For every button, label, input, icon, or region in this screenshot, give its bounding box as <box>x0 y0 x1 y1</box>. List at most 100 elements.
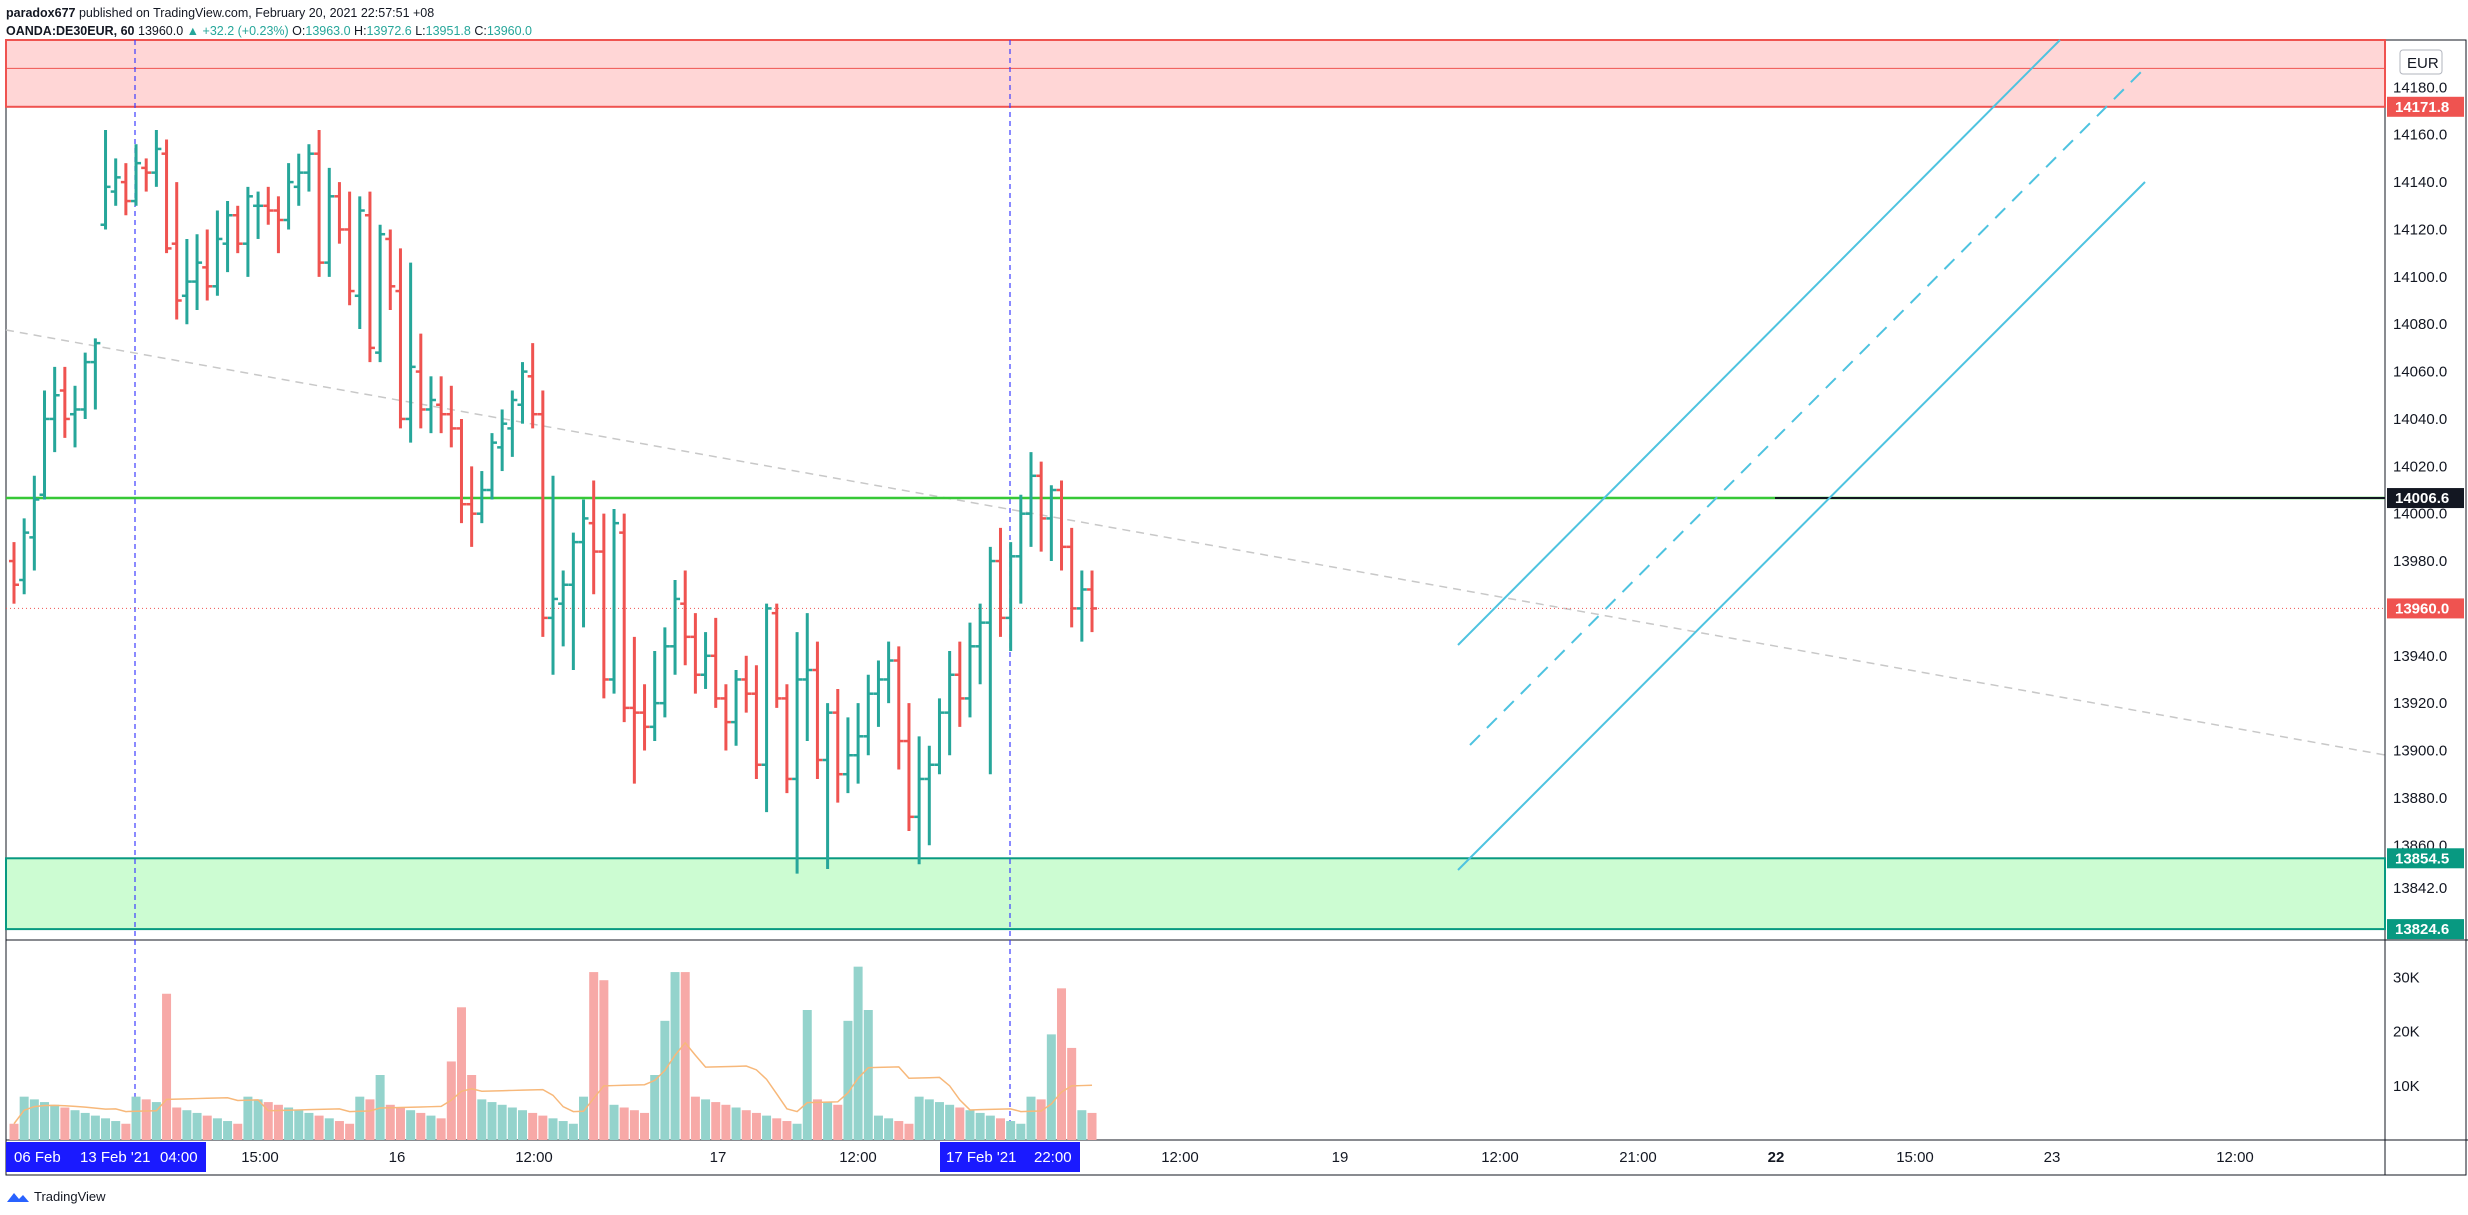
trendline-downward[interactable] <box>5 329 2386 756</box>
ohlc-bar[interactable] <box>476 471 487 524</box>
ohlc-bar[interactable] <box>181 238 192 325</box>
support-zone[interactable] <box>5 857 2386 931</box>
ohlc-bar[interactable] <box>598 513 609 699</box>
ohlc-bar[interactable] <box>456 418 467 524</box>
ohlc-bar[interactable] <box>690 613 701 694</box>
ohlc-bar[interactable] <box>415 333 426 429</box>
ohlc-bar[interactable] <box>792 632 803 874</box>
ohlc-bar[interactable] <box>914 736 925 865</box>
ohlc-bar[interactable] <box>741 655 752 713</box>
ohlc-bar[interactable] <box>964 622 975 718</box>
ohlc-bar[interactable] <box>903 703 914 832</box>
ohlc-bar[interactable] <box>1005 542 1016 652</box>
ohlc-bar[interactable] <box>232 205 243 254</box>
ohlc-bar[interactable] <box>629 636 640 784</box>
price-level-tag[interactable]: 13854.5 <box>2387 848 2464 869</box>
ohlc-bar[interactable] <box>507 390 518 457</box>
ohlc-bar[interactable] <box>873 660 884 727</box>
ohlc-bar[interactable] <box>354 196 365 329</box>
ohlc-bar[interactable] <box>883 641 894 704</box>
ohlc-bar[interactable] <box>222 201 233 273</box>
ohlc-bar[interactable] <box>314 130 325 277</box>
ohlc-bar[interactable] <box>242 186 253 277</box>
ohlc-bar[interactable] <box>1076 570 1087 642</box>
ohlc-bar[interactable] <box>558 570 569 647</box>
ohlc-bar[interactable] <box>446 385 457 448</box>
resistance-zone[interactable] <box>5 39 2386 108</box>
ohlc-bar[interactable] <box>161 139 172 254</box>
ohlc-bar[interactable] <box>39 390 50 500</box>
ohlc-bar[interactable] <box>324 167 335 277</box>
ohlc-bar[interactable] <box>364 191 375 363</box>
ohlc-bar[interactable] <box>700 632 711 689</box>
ohlc-bar[interactable] <box>1046 485 1057 562</box>
ohlc-bar[interactable] <box>954 641 965 727</box>
ohlc-bar[interactable] <box>842 717 853 794</box>
ohlc-bar[interactable] <box>853 703 864 784</box>
ohlc-bar[interactable] <box>731 670 742 746</box>
channel-median-line[interactable] <box>1469 67 2146 746</box>
ohlc-bar[interactable] <box>822 703 833 869</box>
price-level-tag[interactable]: 13824.6 <box>2387 919 2464 940</box>
ohlc-bar[interactable] <box>375 224 386 363</box>
ohlc-bar[interactable] <box>1066 527 1077 628</box>
ohlc-bar[interactable] <box>192 234 203 310</box>
ohlc-bar[interactable] <box>497 409 508 472</box>
ohlc-bar[interactable] <box>1026 452 1036 547</box>
ohlc-bar[interactable] <box>283 163 294 230</box>
ohlc-bar[interactable] <box>619 513 630 723</box>
ohlc-bar[interactable] <box>405 262 416 443</box>
ohlc-bar[interactable] <box>832 688 843 803</box>
ohlc-bar[interactable] <box>19 518 30 595</box>
ohlc-bar[interactable] <box>975 603 986 685</box>
ohlc-bar[interactable] <box>334 182 345 244</box>
ohlc-bar[interactable] <box>537 390 548 637</box>
ohlc-bar[interactable] <box>659 627 670 718</box>
channel-lower-line[interactable] <box>1457 181 2146 871</box>
ohlc-bar[interactable] <box>527 343 538 429</box>
ohlc-bar[interactable] <box>100 130 111 230</box>
ohlc-bar[interactable] <box>609 508 620 694</box>
ohlc-bar[interactable] <box>385 229 396 310</box>
ohlc-bar[interactable] <box>568 532 579 670</box>
ohlc-bar[interactable] <box>680 570 691 666</box>
ohlc-bar[interactable] <box>670 580 681 675</box>
currency-badge[interactable]: EUR <box>2399 49 2443 75</box>
ohlc-bar[interactable] <box>924 745 935 846</box>
ohlc-bar[interactable] <box>1015 494 1026 604</box>
ohlc-bar[interactable] <box>90 338 101 410</box>
ohlc-bar[interactable] <box>893 646 904 770</box>
ohlc-bar[interactable] <box>70 385 81 448</box>
ohlc-bar[interactable] <box>781 684 792 794</box>
ohlc-bar[interactable] <box>395 248 406 429</box>
ohlc-bar[interactable] <box>436 376 447 434</box>
ohlc-bar[interactable] <box>1087 570 1098 633</box>
publisher[interactable]: paradox677 <box>6 6 76 20</box>
ohlc-bar[interactable] <box>812 641 823 779</box>
ohlc-bar[interactable] <box>985 546 996 775</box>
ohlc-bar[interactable] <box>578 499 589 628</box>
ohlc-bar[interactable] <box>212 210 223 296</box>
ohlc-bar[interactable] <box>802 613 813 742</box>
ohlc-bar[interactable] <box>548 475 559 675</box>
ohlc-bar[interactable] <box>995 527 1006 637</box>
ohlc-bar[interactable] <box>761 603 772 813</box>
ohlc-bar[interactable] <box>710 617 721 708</box>
ohlc-bar[interactable] <box>171 182 182 320</box>
ohlc-bar[interactable] <box>588 480 599 595</box>
ohlc-bar[interactable] <box>303 144 314 192</box>
price-level-tag[interactable]: 13960.0 <box>2387 598 2464 619</box>
price-level-tag[interactable]: 14006.6 <box>2387 488 2464 509</box>
ohlc-bar[interactable] <box>863 674 874 756</box>
ohlc-bar[interactable] <box>344 191 355 306</box>
ohlc-bar[interactable] <box>1036 461 1047 552</box>
ohlc-bar[interactable] <box>934 698 945 775</box>
ohlc-bar[interactable] <box>649 651 660 742</box>
symbol-label[interactable]: OANDA:DE30EUR, 60 <box>6 24 135 38</box>
ohlc-bar[interactable] <box>273 196 284 254</box>
ohlc-bar[interactable] <box>771 603 782 708</box>
ohlc-bar[interactable] <box>720 684 731 751</box>
ohlc-bar[interactable] <box>639 684 650 751</box>
footer-brand[interactable]: TradingView <box>34 1189 106 1204</box>
ohlc-bar[interactable] <box>131 144 142 206</box>
